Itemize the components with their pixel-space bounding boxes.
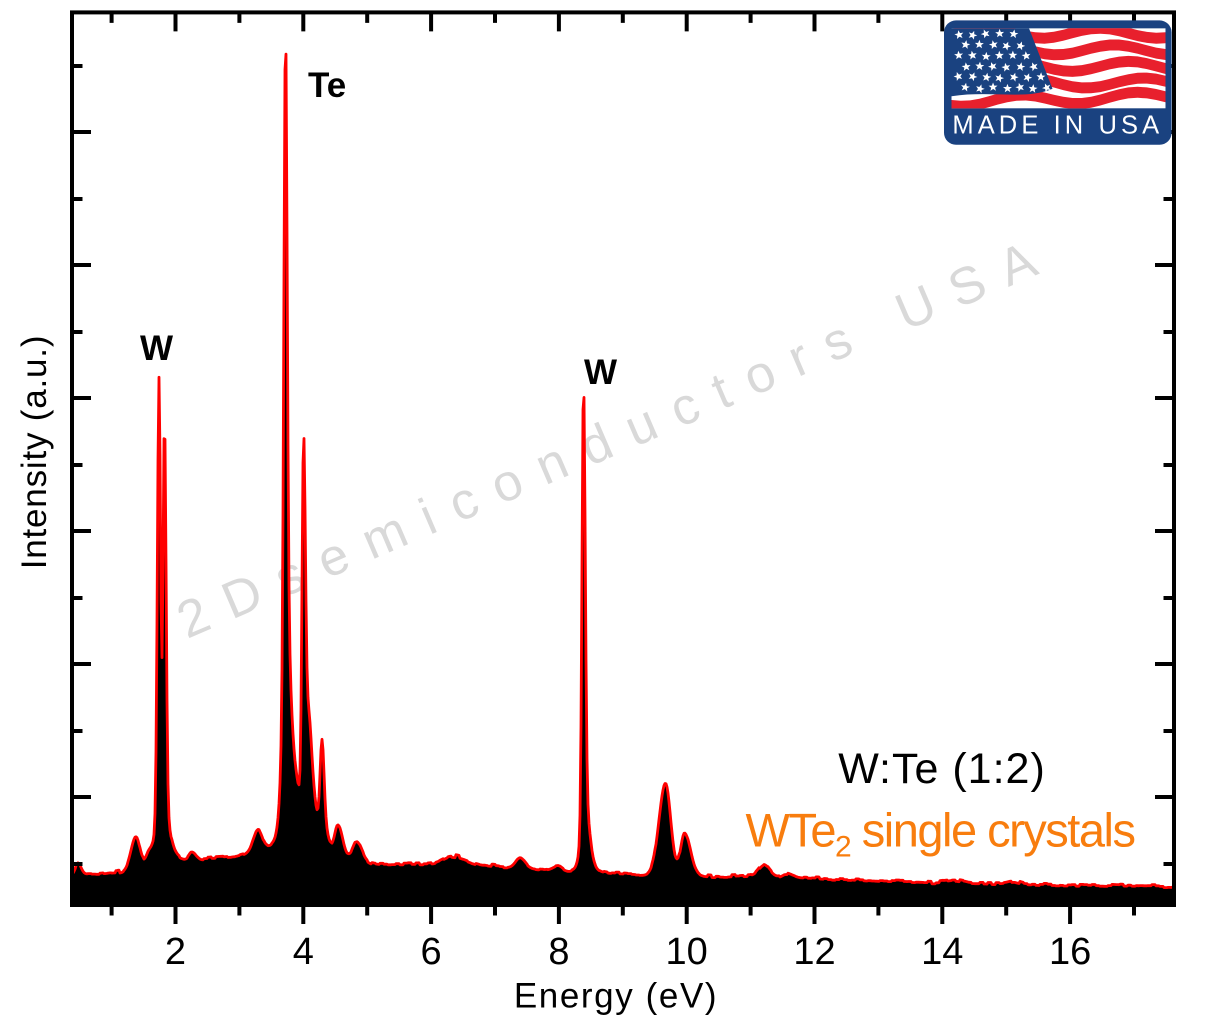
svg-text:MADE IN USA: MADE IN USA	[952, 112, 1163, 140]
svg-text:10: 10	[666, 931, 708, 973]
svg-text:WTe2 single crystals: WTe2 single crystals	[746, 804, 1135, 864]
svg-text:W: W	[584, 353, 617, 392]
svg-text:4: 4	[293, 931, 314, 973]
svg-text:14: 14	[921, 931, 963, 973]
svg-text:Energy (eV): Energy (eV)	[514, 977, 718, 1016]
svg-text:2: 2	[165, 931, 186, 973]
svg-text:8: 8	[548, 931, 569, 973]
svg-text:16: 16	[1049, 931, 1091, 973]
svg-text:Te: Te	[308, 66, 346, 105]
svg-text:W: W	[140, 329, 173, 368]
svg-text:6: 6	[421, 931, 442, 973]
svg-text:Intensity (a.u.): Intensity (a.u.)	[15, 335, 54, 570]
svg-text:12: 12	[793, 931, 835, 973]
svg-text:W:Te (1:2): W:Te (1:2)	[838, 745, 1046, 793]
